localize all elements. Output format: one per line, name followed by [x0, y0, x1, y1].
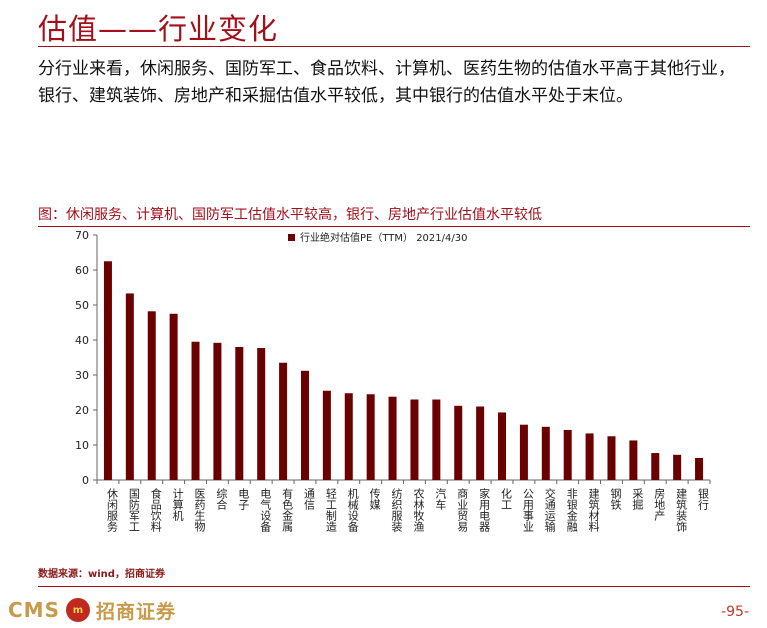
y-tick-label: 60 [75, 264, 89, 277]
bar [388, 396, 397, 480]
source-note: 数据来源：wind，招商证券 [38, 569, 165, 580]
bar [125, 293, 134, 480]
bar [322, 390, 331, 480]
x-tick-label: 医药生物 [193, 488, 206, 532]
x-tick-label: 通信 [302, 488, 315, 511]
bar [300, 370, 309, 480]
x-tick-label: 计算机 [171, 488, 184, 521]
y-tick-label: 70 [75, 229, 89, 242]
bar [519, 424, 528, 480]
body-paragraph: 分行业来看，休闲服务、国防军工、食品饮料、计算机、医药生物的估值水平高于其他行业… [38, 59, 735, 106]
bar [235, 347, 244, 480]
x-tick-label: 建筑装饰 [675, 487, 688, 532]
legend-label: 行业绝对估值PE（TTM） 2021/4/30 [300, 231, 467, 244]
bar [651, 453, 660, 480]
logo-chinese-text: 招商证券 [95, 600, 176, 623]
y-tick-label: 10 [75, 439, 89, 452]
page-number: -95- [721, 604, 749, 620]
x-tick-label: 交通运输 [543, 487, 556, 533]
x-tick-label: 休闲服务 [105, 488, 118, 532]
x-tick-label: 综合 [215, 487, 228, 510]
x-tick-label: 食品饮料 [149, 487, 162, 533]
x-tick-label: 机械设备 [346, 487, 359, 533]
bar [279, 362, 288, 480]
x-tick-label: 银行 [697, 487, 710, 511]
x-tick-label: 有色金属 [281, 487, 294, 533]
x-tick-label: 电子 [237, 488, 250, 510]
x-tick-label: 商业贸易 [456, 487, 469, 533]
bar [695, 457, 704, 480]
bar [454, 405, 463, 480]
y-tick-label: 50 [75, 299, 89, 312]
bar [432, 399, 441, 480]
bar [147, 311, 156, 480]
bar [607, 436, 616, 480]
figure-divider [38, 226, 750, 227]
x-tick-label: 采掘 [631, 488, 644, 511]
title-divider [38, 46, 750, 47]
x-tick-label: 轻工制造 [324, 487, 337, 532]
bar [629, 440, 638, 480]
x-tick-label: 传媒 [368, 488, 381, 511]
bar [257, 348, 266, 480]
logo-badge-icon: m [65, 598, 90, 622]
x-tick-label: 钢铁 [609, 488, 622, 510]
logo-latin-text: CMS [8, 598, 60, 622]
footer-divider [38, 586, 750, 587]
page-title: 估值——行业变化 [38, 12, 279, 46]
x-tick-label: 公用事业 [521, 488, 534, 532]
x-tick-label: 汽车 [434, 487, 447, 511]
bar [103, 261, 112, 480]
x-tick-label: 国防军工 [127, 488, 140, 532]
y-tick-label: 40 [75, 334, 89, 347]
bar [498, 412, 507, 480]
bar [366, 394, 375, 480]
y-tick-label: 30 [75, 369, 89, 382]
x-tick-label: 非银金融 [565, 488, 578, 533]
bar [476, 406, 485, 480]
bar [169, 313, 178, 480]
x-tick-label: 纺织服装 [390, 487, 403, 533]
bar [344, 393, 353, 480]
x-tick-label: 电气设备 [259, 488, 272, 533]
legend-swatch [288, 234, 295, 241]
bar [410, 399, 419, 480]
bar [191, 341, 200, 480]
figure-caption: 图：休闲服务、计算机、国防军工估值水平较高，银行、房地产行业估值水平较低 [38, 207, 542, 223]
bar [673, 454, 682, 480]
bar [585, 433, 594, 480]
x-tick-label: 建筑材料 [587, 487, 600, 533]
bar [563, 429, 572, 480]
x-tick-label: 农林牧渔 [412, 487, 425, 533]
x-tick-label: 家用电器 [478, 487, 491, 533]
y-tick-label: 20 [75, 404, 89, 417]
x-tick-label: 化工 [500, 487, 513, 510]
bar [213, 342, 222, 480]
bar [541, 426, 550, 480]
cms-logo: CMS m 招商证券 [8, 596, 176, 624]
x-tick-label: 房地产 [653, 488, 666, 522]
y-tick-label: 0 [82, 474, 89, 487]
